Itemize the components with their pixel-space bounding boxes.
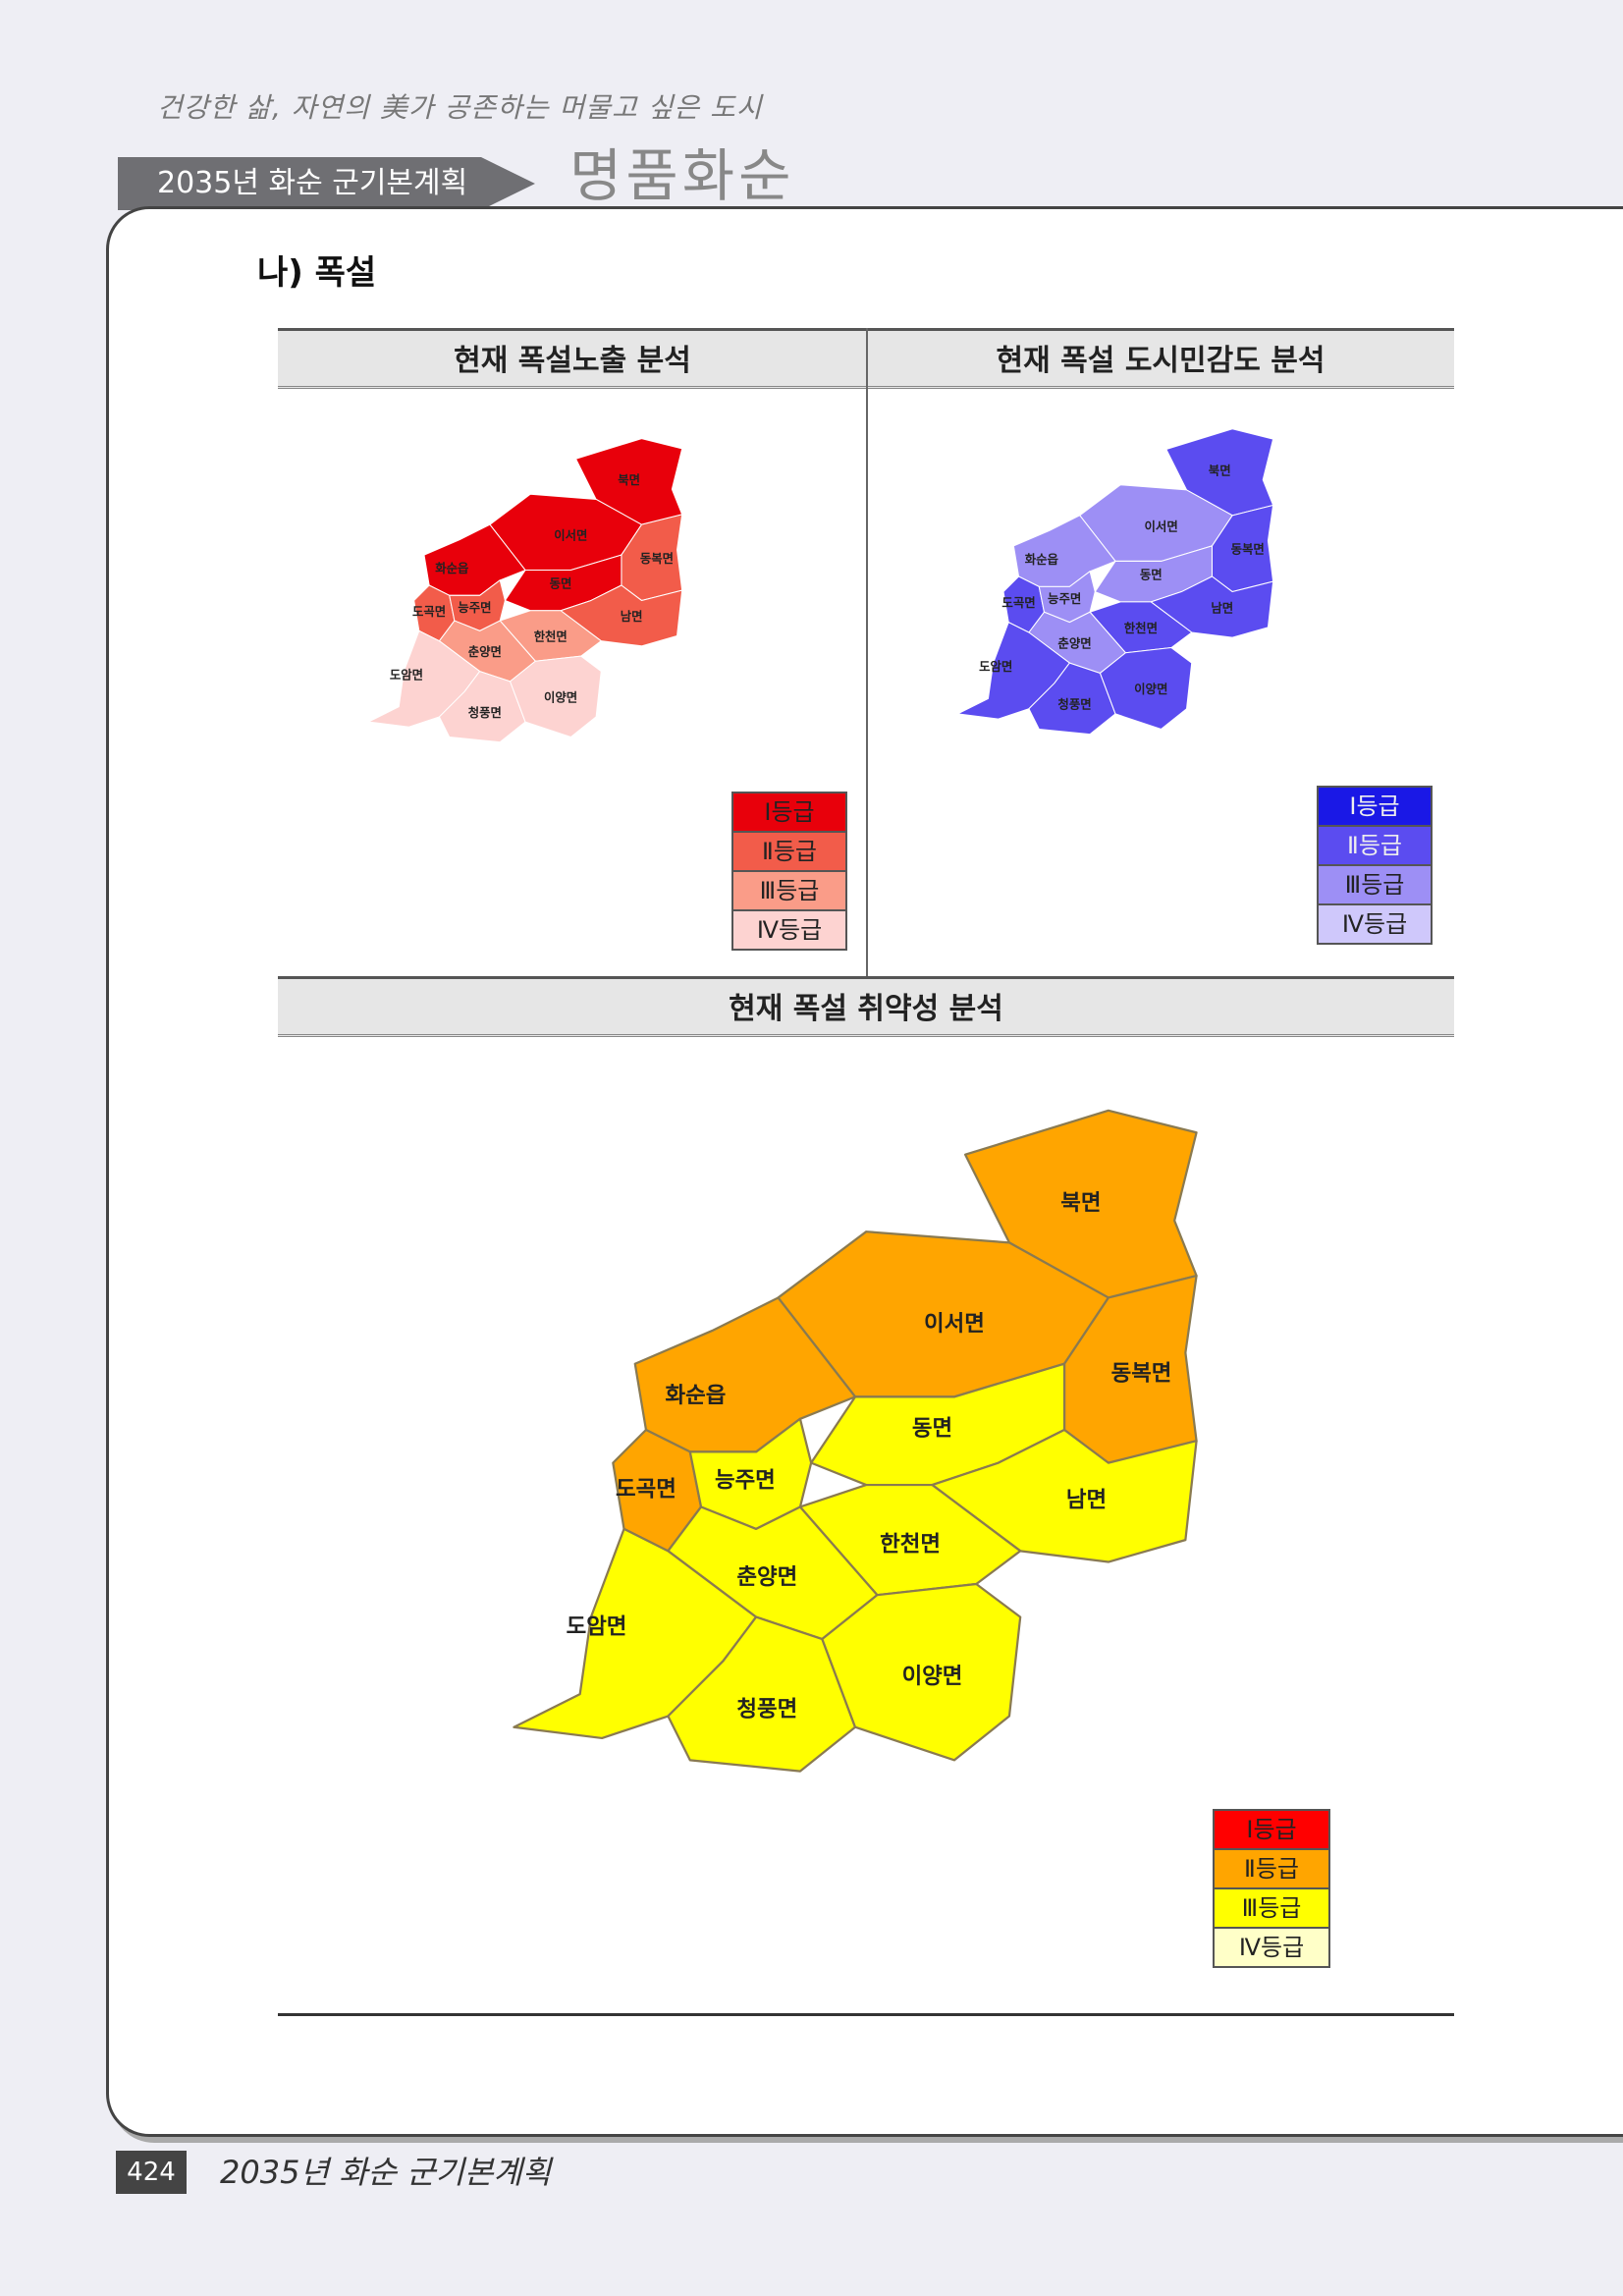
region-iyang [510,655,602,738]
legend-item-grade-2: Ⅱ등급 [1317,825,1433,866]
legend-item-grade-2: Ⅱ등급 [1213,1848,1330,1889]
exposure-map-header: 현재 폭설노출 분석 [278,328,867,389]
region-label-cheongpung: 청풍면 [736,1697,797,1722]
region-label-buk: 북면 [1209,463,1231,477]
plan-tab-arrow [481,157,535,210]
region-label-dongbok: 동복면 [1111,1361,1172,1387]
exposure-legend: Ⅰ등급 Ⅱ등급 Ⅲ등급 Ⅳ등급 [731,792,847,951]
region-label-neungju: 능주면 [1048,591,1081,606]
region-label-hwasun: 화순읍 [666,1383,727,1408]
table-bottom-rule [278,2013,1454,2016]
vulnerability-legend: Ⅰ등급 Ⅱ등급 Ⅲ등급 Ⅳ등급 [1213,1809,1330,1968]
region-nam [1150,575,1274,638]
sensitivity-legend: Ⅰ등급 Ⅱ등급 Ⅲ등급 Ⅳ등급 [1317,786,1433,945]
legend-item-grade-4: Ⅳ등급 [1317,903,1433,945]
region-label-dong: 동면 [550,576,572,591]
region-label-cheongpung: 청풍면 [468,705,502,720]
region-label-dong: 동면 [912,1416,952,1442]
vulnerability-map-header: 현재 폭설 취약성 분석 [278,976,1454,1037]
region-label-neungju: 능주면 [715,1467,776,1493]
region-doam [513,1527,758,1740]
region-label-dogok: 도곡면 [1001,595,1035,610]
legend-item-grade-3: Ⅲ등급 [731,870,847,911]
region-label-iseo: 이서면 [924,1311,985,1337]
region-label-hwasun: 화순읍 [435,561,468,575]
region-label-doam: 도암면 [390,667,423,682]
brand-logo: 명품화순 [569,142,795,209]
page-number: 424 [116,2151,187,2194]
region-label-iseo: 이서면 [1144,519,1177,533]
region-label-chunyang: 춘양면 [468,644,502,659]
legend-item-grade-4: Ⅳ등급 [731,909,847,951]
region-label-buk: 북면 [618,472,640,487]
region-label-iyang: 이양면 [1134,682,1167,696]
region-label-chunyang: 춘양면 [1057,636,1091,651]
column-divider [866,328,868,976]
region-label-nam: 남면 [1211,600,1233,615]
region-label-buk: 북면 [1060,1190,1101,1216]
legend-item-grade-3: Ⅲ등급 [1213,1887,1330,1929]
region-label-hancheon: 한천면 [880,1531,941,1557]
region-label-doam: 도암면 [979,659,1012,674]
region-nam [560,584,683,647]
region-label-dogok: 도곡면 [616,1476,676,1502]
region-label-hancheon: 한천면 [534,629,568,644]
slogan: 건강한 삶, 자연의 美가 공존하는 머물고 싶은 도시 [157,91,763,124]
region-label-hancheon: 한천면 [1124,621,1158,635]
legend-item-grade-2: Ⅱ등급 [731,831,847,872]
legend-item-grade-4: Ⅳ등급 [1213,1927,1330,1968]
region-label-dongbok: 동복면 [640,551,674,566]
region-label-nam: 남면 [1066,1487,1107,1512]
region-doam [367,629,481,728]
region-iyang [1099,647,1193,730]
region-label-iseo: 이서면 [554,528,587,543]
region-label-cheongpung: 청풍면 [1057,697,1091,712]
region-label-hwasun: 화순읍 [1025,552,1059,567]
legend-item-grade-3: Ⅲ등급 [1317,864,1433,905]
section-title: 나) 폭설 [257,253,377,293]
region-label-dong: 동면 [1140,568,1163,582]
figure-table: 현재 폭설노출 분석 현재 폭설 도시민감도 분석 현재 폭설 취약성 분석 북… [278,328,1454,2016]
legend-item-grade-1: Ⅰ등급 [731,792,847,833]
sensitivity-map-header: 현재 폭설 도시민감도 분석 [867,328,1454,389]
footer-title: 2035년 화순 군기본계획 [220,2154,552,2191]
region-label-dogok: 도곡면 [412,604,446,619]
plan-title-tab: 2035년 화순 군기본계획 [118,157,481,210]
region-label-iyang: 이양면 [902,1664,963,1689]
region-label-neungju: 능주면 [458,600,491,615]
region-label-dongbok: 동복면 [1231,542,1265,557]
region-label-doam: 도암면 [567,1613,627,1639]
region-nam [931,1428,1198,1563]
region-iyang [821,1582,1022,1762]
region-doam [956,622,1070,720]
content-panel [106,206,1623,2137]
region-label-chunyang: 춘양면 [736,1564,797,1590]
legend-item-grade-1: Ⅰ등급 [1317,786,1433,827]
region-label-iyang: 이양면 [544,689,577,704]
legend-item-grade-1: Ⅰ등급 [1213,1809,1330,1850]
region-label-nam: 남면 [621,609,643,624]
